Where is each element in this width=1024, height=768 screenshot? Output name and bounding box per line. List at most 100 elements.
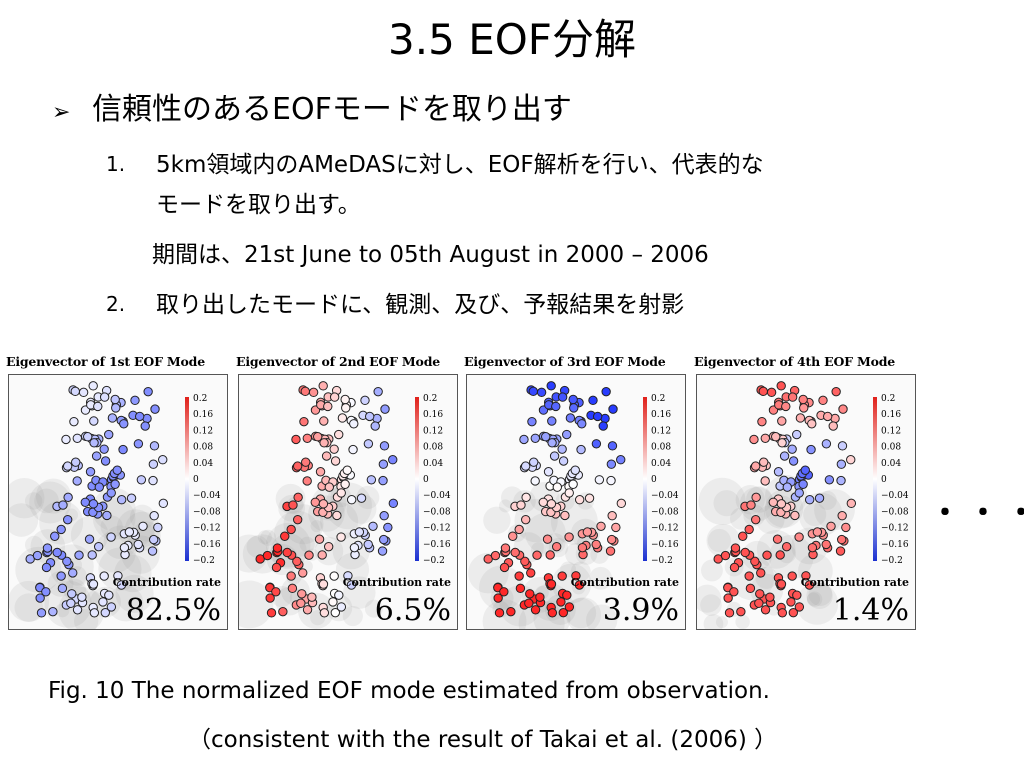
station-dot <box>158 498 169 509</box>
station-dot <box>760 476 770 486</box>
station-dot <box>299 416 309 427</box>
station-dot <box>738 531 748 541</box>
terrain-shade <box>769 534 814 580</box>
station-dot <box>266 608 277 618</box>
colorbar-tick-label: 0.2 <box>881 394 895 404</box>
station-dot <box>557 444 567 454</box>
station-dot <box>568 479 578 489</box>
station-dot <box>837 441 848 451</box>
station-dot <box>514 571 524 581</box>
station-dot <box>41 562 52 573</box>
colorbar-tick-label: 0.08 <box>881 443 901 453</box>
station-dot <box>340 394 350 405</box>
station-dot <box>616 498 627 509</box>
station-dot <box>150 404 160 414</box>
station-dot <box>48 606 58 617</box>
colorbar-tick-label: 0.16 <box>881 410 901 420</box>
terrain-shade <box>814 489 855 531</box>
station-dot <box>106 602 117 612</box>
station-dot <box>500 543 511 553</box>
station-dot <box>354 527 365 537</box>
station-dot <box>319 438 329 448</box>
colorbar-tick-label: −0.2 <box>651 556 673 566</box>
station-dot <box>80 497 90 507</box>
station-dot <box>88 499 99 509</box>
station-dot <box>102 510 112 521</box>
station-dot <box>773 467 784 477</box>
station-dot <box>794 602 805 612</box>
station-dot <box>63 492 73 503</box>
station-dot <box>84 534 95 544</box>
station-dot <box>616 455 626 465</box>
station-dot <box>777 608 788 618</box>
station-dot <box>582 527 593 537</box>
station-dot <box>383 522 393 533</box>
map-frame: 0.2 0.16 0.12 0.08 0.04 0 −0.04 −0.08 −0.12 −0.16… <box>238 374 458 630</box>
station-dot <box>143 386 153 397</box>
station-dot <box>100 607 111 618</box>
station-dot <box>525 589 535 599</box>
colorbar-tick-label: −0.04 <box>423 491 451 501</box>
station-dot <box>826 521 836 531</box>
station-dot <box>746 500 756 510</box>
figure-caption-note: （consistent with the result of Takai et … <box>188 727 778 753</box>
station-dot <box>520 514 531 525</box>
station-dot <box>564 532 574 542</box>
station-dot <box>760 433 771 444</box>
station-dot <box>562 590 572 600</box>
station-dot <box>99 392 110 402</box>
station-dot <box>308 387 319 398</box>
station-dot <box>42 543 53 553</box>
station-dot <box>113 571 123 581</box>
station-dot <box>77 592 87 602</box>
station-dot <box>750 514 761 525</box>
terrain-shade <box>483 506 511 534</box>
colorbar-tick-label: −0.12 <box>193 524 221 534</box>
station-dot <box>67 589 77 599</box>
terrain-shade <box>14 593 43 622</box>
station-dot <box>560 510 570 521</box>
station-dot <box>588 395 598 406</box>
terrain-shade <box>808 582 833 607</box>
station-dot <box>35 593 45 603</box>
contribution-rate: 3.9% <box>602 593 679 628</box>
station-dot <box>360 395 370 406</box>
station-dot <box>551 401 561 412</box>
station-dot <box>750 461 761 471</box>
station-dot <box>280 531 290 541</box>
station-dot <box>32 550 43 561</box>
station-dot <box>140 421 150 431</box>
station-dot <box>794 532 804 542</box>
colorbar-tick-label: −0.08 <box>651 507 679 517</box>
colorbar <box>873 397 877 561</box>
station-dot <box>776 499 787 509</box>
station-dot <box>89 416 99 426</box>
station-dot <box>577 419 587 429</box>
station-dot <box>74 550 84 560</box>
station-dot <box>611 522 621 533</box>
station-dot <box>66 598 76 608</box>
station-dot <box>265 593 275 603</box>
terrain-shade <box>713 490 740 517</box>
station-dot <box>378 534 389 545</box>
station-dot <box>62 461 73 471</box>
station-dot <box>606 534 617 545</box>
station-dot <box>302 605 313 615</box>
contribution-label: Contribution rate <box>112 576 221 589</box>
station-dot <box>776 381 786 391</box>
station-dot <box>527 416 537 427</box>
station-dot <box>565 413 576 423</box>
terrain-shade <box>803 503 827 527</box>
station-dot <box>332 510 342 521</box>
station-dot <box>377 546 388 556</box>
station-dot <box>118 444 128 455</box>
colorbar-tick-label: −0.16 <box>651 540 679 550</box>
station-dot <box>100 456 111 466</box>
station-dot <box>794 488 804 498</box>
colorbar-tick-label: 0.16 <box>651 410 671 420</box>
eof-panel-2: Eigenvector of 2nd EOF Mode 0.2 0.16 0.12 0… <box>236 354 458 630</box>
colorbar-tick-label: 0.08 <box>423 443 443 453</box>
station-dot <box>594 475 605 485</box>
station-dot <box>99 444 109 454</box>
station-dot <box>828 421 838 431</box>
